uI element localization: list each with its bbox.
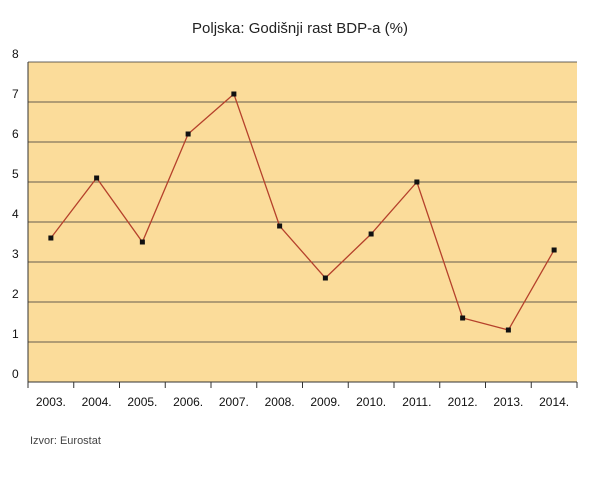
y-tick-label: 2	[12, 287, 19, 301]
data-point	[231, 91, 237, 97]
x-tick-label: 2011.	[402, 395, 431, 409]
x-tick-label: 2006.	[173, 395, 203, 409]
x-tick-label: 2013.	[493, 395, 523, 409]
axes	[27, 62, 578, 388]
x-tick-label: 2008.	[265, 395, 295, 409]
y-tick-label: 5	[12, 167, 19, 181]
series	[48, 91, 557, 333]
data-point	[322, 275, 328, 281]
source-note: Izvor: Eurostat	[30, 435, 101, 447]
x-tick-label: 2005.	[127, 395, 157, 409]
x-tick-label: 2004.	[82, 395, 112, 409]
data-point	[139, 239, 145, 245]
data-point	[505, 327, 511, 333]
x-tick-label: 2012.	[448, 395, 478, 409]
x-tick-label: 2009.	[310, 395, 340, 409]
y-tick-label: 3	[12, 247, 19, 261]
y-tick-label: 0	[12, 367, 19, 381]
series-line	[50, 92, 555, 331]
chart-title: Poljska: Godišnji rast BDP-a (%)	[192, 20, 408, 37]
x-tick-label: 2003.	[36, 395, 66, 409]
data-point	[277, 223, 283, 229]
x-tick-label: 2010.	[356, 395, 386, 409]
y-tick-label: 1	[12, 327, 19, 341]
x-tick-label: 2014.	[539, 395, 569, 409]
y-tick-labels: 0 1 2 3 4 5 6 7 8	[12, 47, 19, 381]
data-point	[414, 179, 420, 185]
x-tick-labels: 2003. 2004. 2005. 2006. 2007. 2008. 2009. 2010.…	[36, 395, 569, 409]
gridlines	[28, 61, 577, 343]
data-point	[94, 175, 100, 181]
data-point	[48, 235, 54, 241]
y-tick-label: 4	[12, 207, 19, 221]
x-tick-label: 2007.	[219, 395, 249, 409]
data-point	[551, 247, 557, 253]
data-point	[460, 315, 466, 321]
data-point	[185, 131, 191, 137]
y-tick-label: 7	[12, 87, 19, 101]
y-tick-label: 8	[12, 47, 19, 61]
y-tick-label: 6	[12, 127, 19, 141]
data-point	[368, 231, 374, 237]
